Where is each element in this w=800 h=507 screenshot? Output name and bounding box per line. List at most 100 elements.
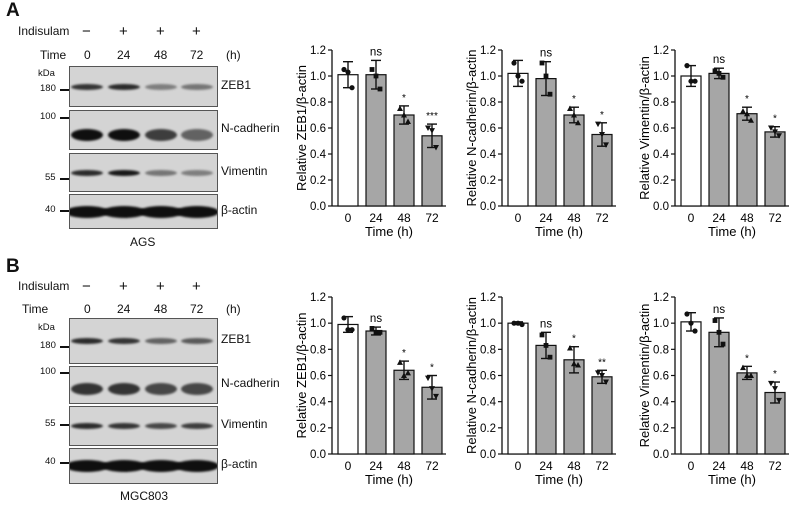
significance-label: ns — [713, 54, 725, 66]
y-tick-label: 0.0 — [480, 201, 496, 213]
bar — [736, 372, 758, 455]
y-tick-label: 1.0 — [310, 318, 326, 330]
protein-band — [71, 423, 103, 429]
data-point — [349, 85, 355, 91]
bar — [708, 331, 730, 455]
x-axis-title: Time (h) — [535, 472, 583, 487]
data-point — [543, 343, 549, 348]
protein-label: ZEB1 — [221, 332, 252, 346]
y-tick-label: 0.8 — [310, 97, 326, 109]
x-tick-label: 48 — [397, 459, 411, 473]
significance-label: * — [745, 353, 749, 364]
data-point — [748, 117, 754, 123]
protein-label: β-actin — [221, 457, 258, 471]
bar — [680, 75, 702, 207]
time-unit: (h) — [226, 48, 241, 62]
mw-marker: 55 — [45, 172, 56, 183]
mw-marker: 100 — [40, 366, 56, 377]
protein-band — [71, 169, 103, 176]
mw-marker: 40 — [45, 456, 56, 467]
x-tick-label: 48 — [567, 459, 581, 473]
bar — [764, 131, 786, 207]
significance-label: * — [745, 94, 749, 105]
protein-band — [181, 128, 213, 141]
data-point — [744, 372, 750, 378]
data-point — [547, 354, 553, 360]
bar — [680, 321, 702, 455]
protein-band — [71, 83, 103, 90]
mw-tick — [60, 372, 69, 374]
y-tick-label: 0.6 — [653, 123, 669, 135]
bar — [591, 376, 613, 455]
x-tick-label: 72 — [595, 211, 609, 225]
protein-band — [139, 205, 183, 218]
x-tick-label: 72 — [425, 459, 439, 473]
x-axis-title: Time (h) — [365, 472, 413, 487]
data-point — [768, 380, 774, 387]
protein-band — [145, 169, 177, 176]
x-tick-label: 72 — [768, 459, 782, 473]
protein-band — [108, 83, 140, 90]
protein-label: N-cadherin — [221, 121, 280, 135]
data-point — [539, 332, 545, 338]
mw-tick — [60, 89, 69, 91]
protein-band — [175, 205, 217, 218]
y-tick-label: 1.0 — [653, 318, 669, 330]
y-tick-label: 1.2 — [310, 45, 326, 57]
y-tick-label: 1.0 — [480, 71, 496, 83]
mw-marker: 180 — [40, 340, 56, 351]
data-point — [571, 112, 577, 118]
y-tick-label: 0.6 — [310, 371, 326, 383]
significance-label: ** — [598, 357, 606, 368]
significance-label: ns — [713, 304, 725, 316]
data-point — [429, 386, 435, 392]
x-tick-label: 0 — [345, 211, 352, 225]
x-tick-label: 0 — [515, 459, 522, 473]
time-value: 24 — [117, 302, 131, 316]
y-axis-title: Relative N-cadherin/β-actin — [464, 49, 479, 206]
panel-label: A — [6, 0, 20, 21]
cell-line-label: AGS — [130, 235, 156, 249]
data-point — [599, 373, 605, 379]
significance-label: * — [402, 93, 406, 104]
y-tick-label: 0.2 — [310, 423, 326, 435]
bar — [507, 72, 529, 207]
y-tick-label: 0.4 — [310, 149, 327, 161]
time-unit: (h) — [226, 302, 241, 316]
mw-marker: 55 — [45, 418, 56, 429]
mw-tick — [60, 178, 69, 180]
data-point — [369, 326, 375, 331]
data-point — [684, 63, 690, 69]
data-point — [768, 125, 774, 131]
protein-band — [181, 423, 213, 429]
x-tick-label: 48 — [567, 211, 581, 225]
x-tick-label: 48 — [740, 459, 754, 473]
y-tick-label: 1.0 — [653, 71, 669, 83]
mw-tick — [60, 117, 69, 119]
data-point — [341, 66, 347, 73]
protein-band — [181, 383, 213, 396]
x-tick-label: 24 — [712, 459, 726, 473]
data-point — [740, 364, 746, 371]
significance-label: * — [572, 334, 576, 345]
data-point — [595, 370, 601, 376]
mw-tick — [60, 424, 69, 426]
y-tick-label: 0.2 — [480, 175, 496, 187]
data-point — [567, 345, 573, 351]
mw-tick — [60, 462, 69, 464]
protein-band — [175, 460, 217, 472]
bar — [507, 322, 529, 455]
bar — [337, 74, 359, 207]
data-point — [772, 129, 778, 135]
protein-label: Vimentin — [221, 417, 268, 431]
y-tick-label: 0.6 — [480, 371, 496, 383]
protein-band — [102, 460, 146, 472]
data-point — [397, 359, 403, 365]
y-axis-title: Relative Vimentin/β-actin — [637, 56, 652, 200]
y-tick-label: 0.8 — [653, 344, 669, 356]
bar — [337, 323, 359, 455]
blot-zeb — [69, 66, 218, 107]
x-axis-title: Time (h) — [708, 224, 756, 239]
protein-band — [108, 383, 140, 396]
data-point — [373, 329, 379, 335]
